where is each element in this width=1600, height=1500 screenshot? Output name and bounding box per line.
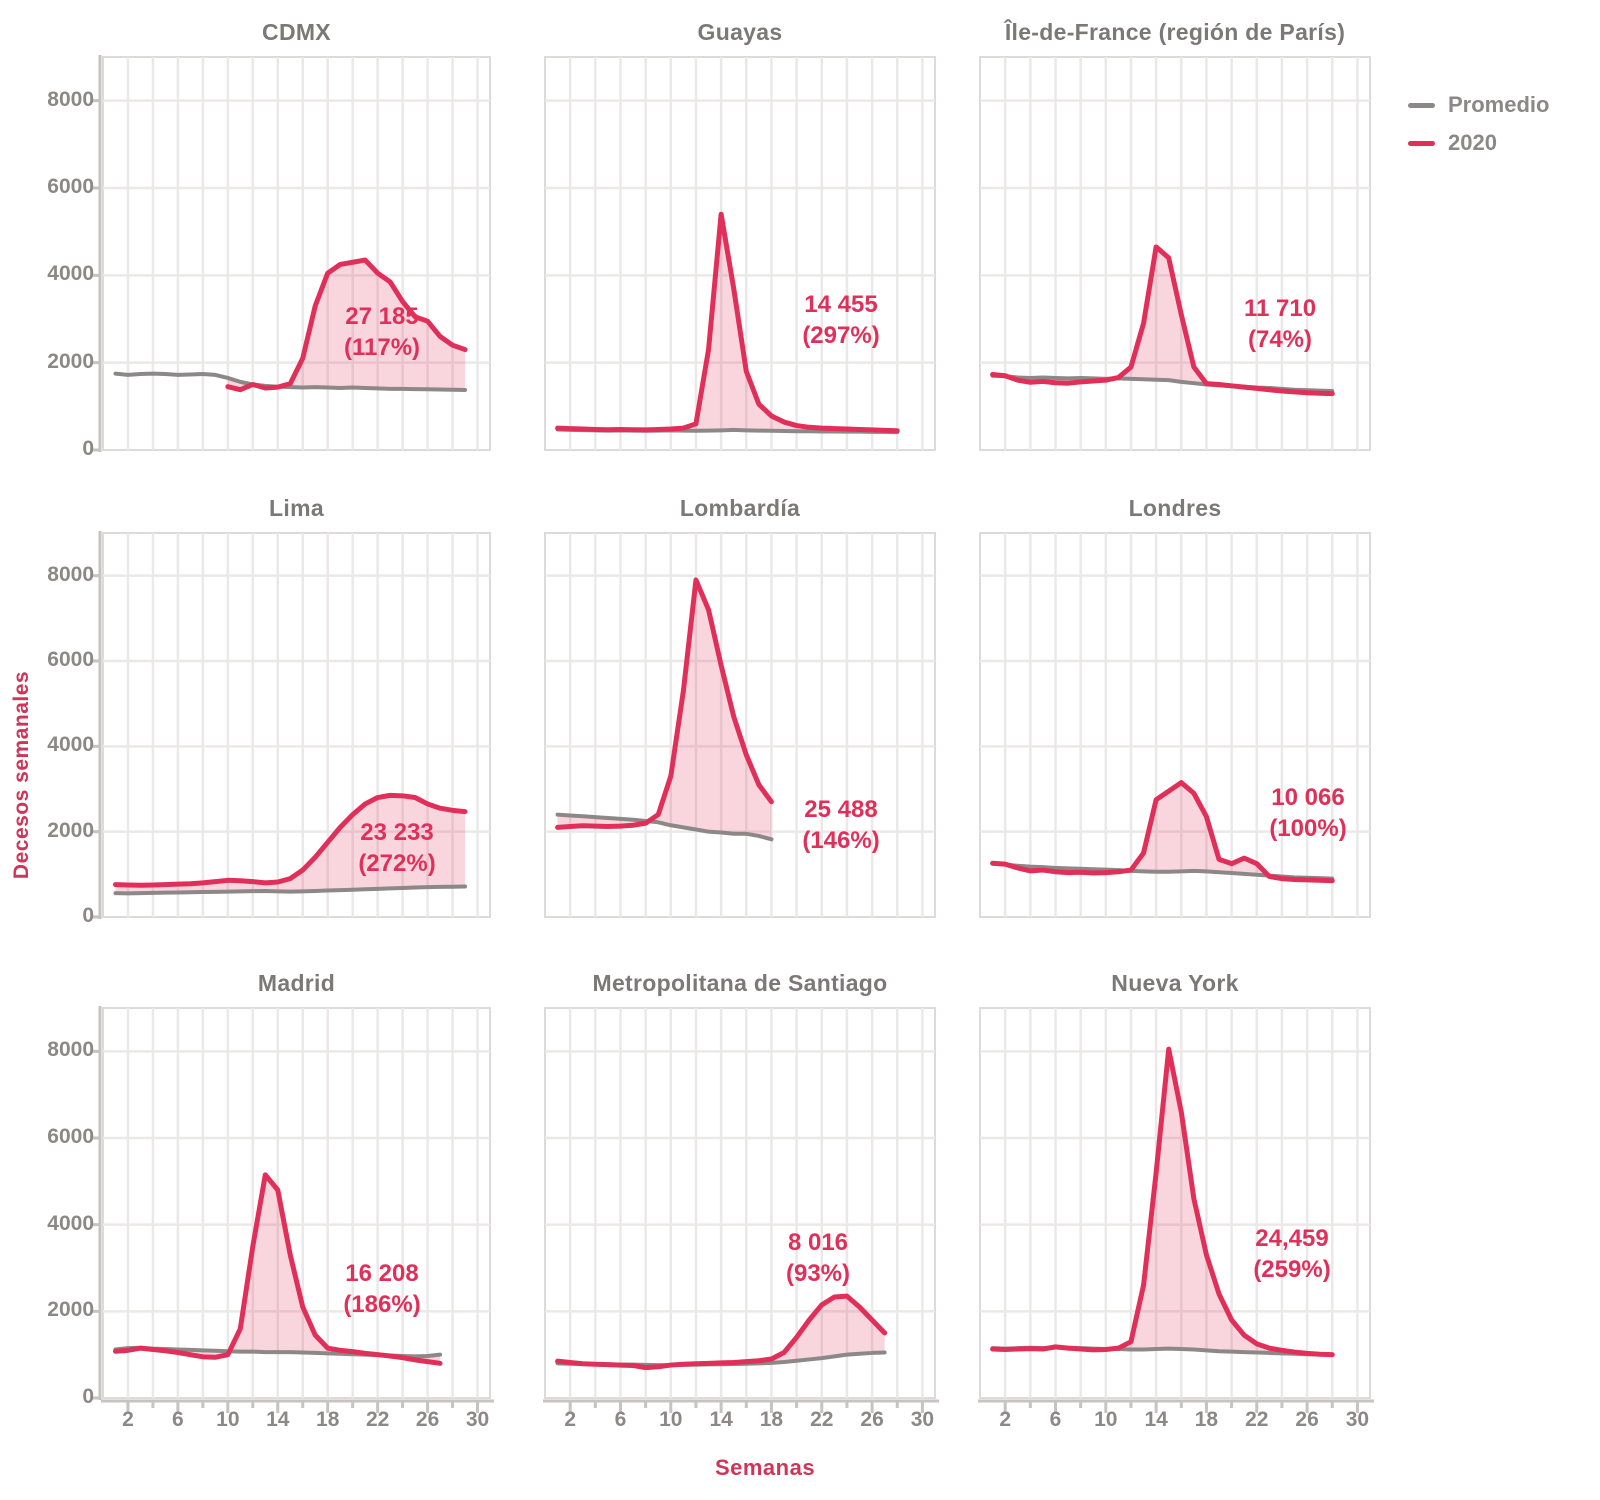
annotation-guayas: 14 455 (297%) <box>802 289 879 351</box>
annotation-value: 25 488 <box>804 795 878 823</box>
legend-label-2020: 2020 <box>1448 130 1497 155</box>
facet-title-londres: Londres <box>1128 495 1222 521</box>
y-tick-label: 6000 <box>47 1125 94 1148</box>
y-tick-label: 0 <box>82 904 94 927</box>
promedio-line-swatch <box>1408 102 1435 108</box>
legend: Promedio 2020 <box>1408 92 1549 168</box>
x-tick-label: 6 <box>1049 1408 1062 1431</box>
facet-title-santiago: Metropolitana de Santiago <box>592 970 888 996</box>
facet-title-lombardia: Lombardía <box>679 495 801 521</box>
x-tick-label: 10 <box>659 1408 683 1431</box>
x-tick-label: 2 <box>564 1408 576 1431</box>
annotation-value: 10 066 <box>1271 783 1345 811</box>
annotation-percent: (117%) <box>343 334 421 361</box>
y-tick-label: 2000 <box>47 1298 94 1322</box>
y-tick-label: 2000 <box>47 818 94 842</box>
annotation-londres: 10 066 (100%) <box>1269 782 1346 844</box>
y-tick-label: 8000 <box>47 562 94 586</box>
y-tick-label: 6000 <box>47 648 94 671</box>
annotation-value: 24,459 <box>1255 1224 1329 1252</box>
facet-title-guayas: Guayas <box>697 19 783 45</box>
y-tick-label: 0 <box>82 437 94 460</box>
x-tick-label: 30 <box>1345 1408 1370 1431</box>
x-tick-label: 18 <box>1194 1408 1219 1431</box>
y-tick-label: 0 <box>82 1385 94 1408</box>
x-tick-label: 18 <box>316 1408 340 1431</box>
y-tick-label: 4000 <box>47 1211 94 1235</box>
facet-title-ile-de-france: Île-de-France (región de París) <box>1004 19 1346 45</box>
annotation-percent: (272%) <box>358 850 436 877</box>
x-tick-label: 26 <box>415 1408 440 1431</box>
x-tick-label: 10 <box>1094 1408 1118 1431</box>
y-axis-title: Decesos semanales <box>10 670 33 880</box>
x-tick-label: 26 <box>860 1408 884 1431</box>
y-tick-label: 2000 <box>47 349 94 373</box>
annotation-lima: 23 233 (272%) <box>358 817 435 879</box>
y-tick-label: 4000 <box>47 262 94 286</box>
x-tick-label: 18 <box>759 1408 784 1431</box>
facet-title-madrid: Madrid <box>257 970 336 996</box>
annotation-santiago: 8 016 (93%) <box>786 1227 850 1289</box>
x-axis-title: Semanas <box>714 1455 816 1480</box>
x-tick-label: 2 <box>122 1408 134 1431</box>
annotation-percent: (93%) <box>785 1260 851 1287</box>
annotation-lombardia: 25 488 (146%) <box>802 794 879 856</box>
x-tick-label: 30 <box>910 1408 935 1431</box>
y-tick-label: 8000 <box>47 1038 94 1062</box>
y-tick-label: 8000 <box>47 87 94 111</box>
x-tick-label: 10 <box>216 1408 240 1431</box>
annotation-value: 16 208 <box>345 1259 419 1287</box>
annotation-percent: (146%) <box>802 827 880 854</box>
y-tick-label: 6000 <box>47 175 94 198</box>
annotation-percent: (297%) <box>802 322 880 349</box>
line-2020-swatch <box>1408 140 1435 146</box>
x-tick-label: 26 <box>1295 1408 1319 1431</box>
legend-item-2020: 2020 <box>1408 130 1549 156</box>
x-tick-label: 22 <box>1245 1408 1269 1431</box>
x-tick-label: 2 <box>999 1408 1011 1431</box>
annotation-percent: (186%) <box>343 1291 421 1318</box>
legend-label-promedio: Promedio <box>1448 92 1550 117</box>
annotation-nueva-york: 24,459 (259%) <box>1253 1223 1330 1285</box>
y-tick-label: 4000 <box>47 733 94 757</box>
annotation-value: 14 455 <box>804 290 878 318</box>
x-tick-label: 14 <box>709 1408 733 1431</box>
x-tick-label: 14 <box>266 1408 290 1431</box>
x-tick-label: 30 <box>465 1408 490 1431</box>
x-tick-label: 6 <box>614 1408 627 1431</box>
x-tick-label: 22 <box>365 1408 390 1431</box>
facet-title-nueva-york: Nueva York <box>1111 970 1239 996</box>
legend-item-promedio: Promedio <box>1408 92 1549 118</box>
x-tick-label: 14 <box>1144 1408 1168 1431</box>
annotation-madrid: 16 208 (186%) <box>343 1258 420 1320</box>
facet-title-lima: Lima <box>269 495 324 521</box>
annotation-percent: (74%) <box>1247 326 1313 353</box>
annotation-value: 8 016 <box>787 1228 849 1256</box>
x-tick-label: 22 <box>810 1408 834 1431</box>
annotation-percent: (100%) <box>1269 815 1347 842</box>
annotation-percent: (259%) <box>1253 1256 1331 1283</box>
annotation-value: 23 233 <box>360 818 434 846</box>
annotation-value: 11 710 <box>1243 294 1317 322</box>
x-tick-label: 6 <box>172 1408 184 1431</box>
annotation-value: 27 185 <box>345 302 419 330</box>
facet-title-cdmx: CDMX <box>262 19 331 45</box>
annotation-ile-de-france: 11 710 (74%) <box>1244 293 1316 355</box>
annotation-cdmx: 27 185 (117%) <box>344 301 420 363</box>
